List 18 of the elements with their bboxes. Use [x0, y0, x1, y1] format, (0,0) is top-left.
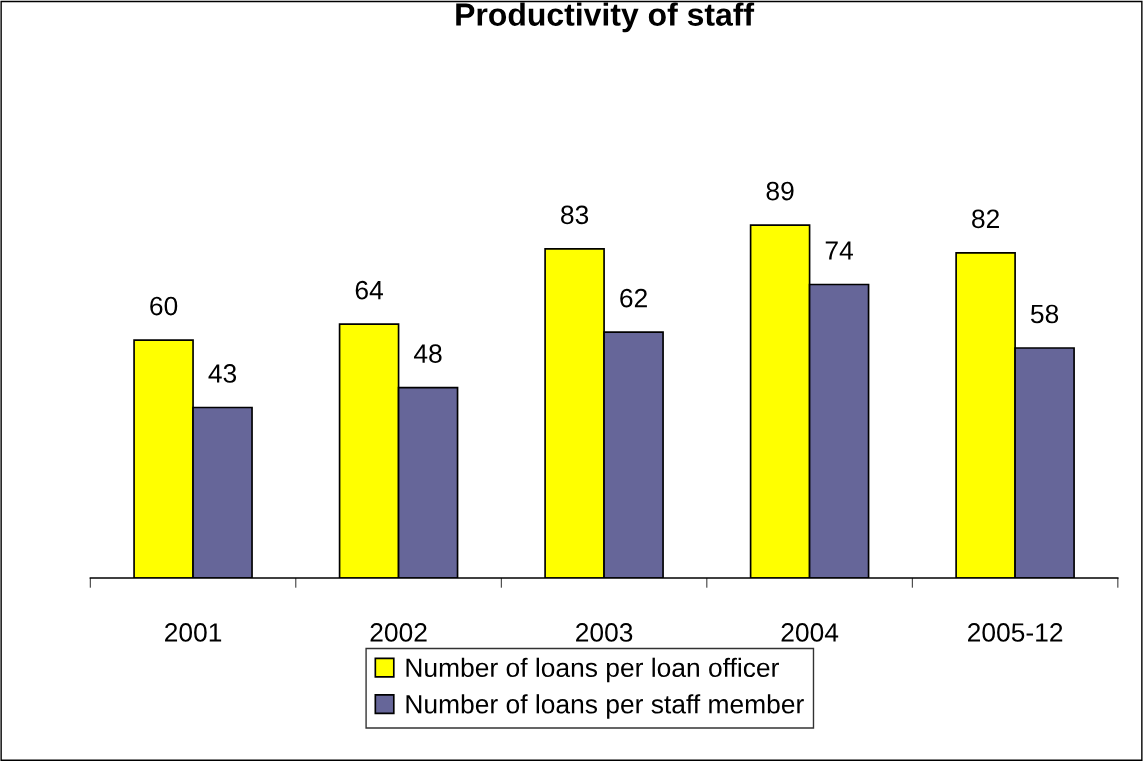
x-tick-label: 2001 [165, 623, 222, 642]
data-label: 62 [620, 288, 647, 308]
legend-label: Number of loans per loan officer [406, 657, 779, 683]
x-tick-label: 2003 [576, 623, 633, 642]
data-label: 43 [208, 364, 237, 383]
data-label: 89 [766, 181, 794, 201]
data-label: 82 [972, 209, 999, 229]
data-label: 83 [561, 205, 589, 225]
chart-title: Productivity of staff [456, 2, 755, 33]
data-label: 58 [1030, 304, 1059, 324]
data-label: 64 [355, 280, 383, 300]
x-tick-label: 2002 [370, 623, 427, 642]
x-tick-label: 2005-12 [968, 623, 1063, 642]
data-label: 74 [825, 241, 853, 260]
x-tick-label: 2004 [781, 623, 839, 642]
legend-label: Number of loans per staff member [406, 694, 804, 719]
data-label: 60 [150, 296, 178, 316]
data-label: 48 [413, 344, 442, 363]
